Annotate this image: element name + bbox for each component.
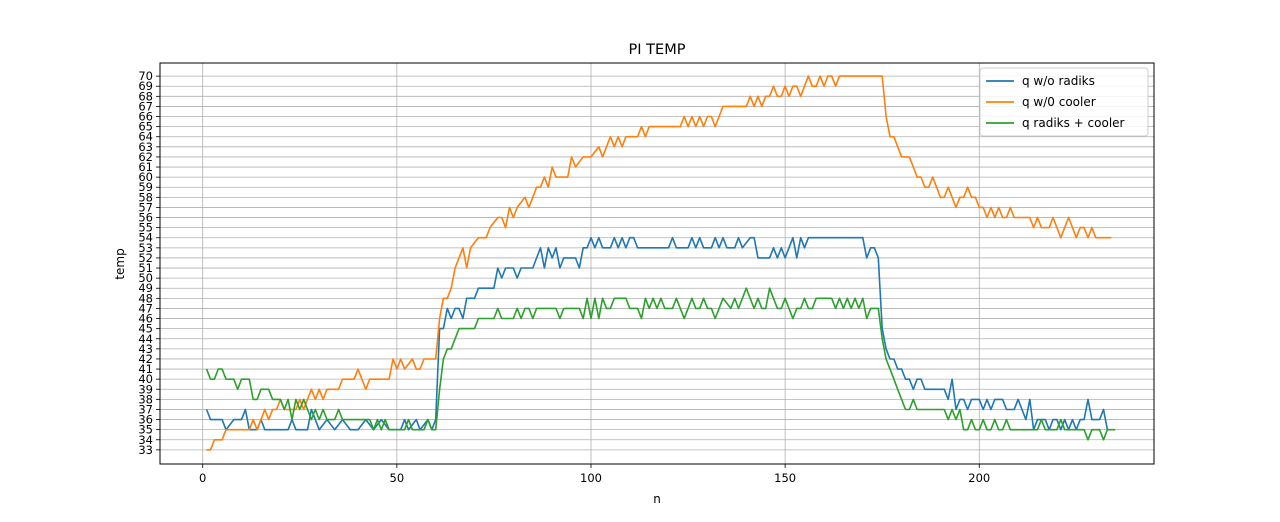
y-tick-label: 70 <box>138 69 153 83</box>
series-line-q-w-0-cooler <box>206 75 1112 451</box>
y-tick-label: 48 <box>138 291 153 305</box>
legend-box <box>979 67 1149 137</box>
y-tick-label: 53 <box>138 241 153 255</box>
y-tick-label: 52 <box>138 251 153 265</box>
y-tick-label: 68 <box>138 89 153 103</box>
y-tick-label: 37 <box>138 402 153 416</box>
y-tick-label: 62 <box>138 150 153 164</box>
y-tick-label: 49 <box>138 281 153 295</box>
x-tick-label: 200 <box>968 471 990 485</box>
y-tick-label: 66 <box>138 110 153 124</box>
y-tick-label: 60 <box>138 170 153 184</box>
y-tick-label: 42 <box>138 352 153 366</box>
series-line-q-w-o-radiks <box>205 236 1109 431</box>
legend-entry-label: q w/o radiks <box>1022 74 1095 88</box>
y-tick-label: 41 <box>138 362 153 376</box>
legend-entry-label: q w/0 cooler <box>1022 95 1096 109</box>
y-tick-label: 56 <box>138 211 153 225</box>
x-axis-ticks: 0 50 100 150 200 <box>199 464 990 485</box>
y-tick-label: 44 <box>138 332 153 346</box>
legend-entry-label: q radiks + cooler <box>1022 116 1125 130</box>
x-axis-label: n <box>653 492 661 506</box>
series-line-q-radiks-cooler <box>205 287 1116 441</box>
y-tick-label: 45 <box>138 322 153 336</box>
y-tick-label: 38 <box>138 392 153 406</box>
y-tick-label: 43 <box>138 342 153 356</box>
y-axis-ticks: 3334353637383940414243444546474849505152… <box>138 69 160 457</box>
chart-title: PI TEMP <box>629 42 686 58</box>
y-tick-label: 39 <box>138 382 153 396</box>
x-tick-label: 150 <box>774 471 796 485</box>
y-tick-label: 65 <box>138 120 153 134</box>
y-tick-label: 47 <box>138 301 153 315</box>
series-lines <box>205 75 1116 451</box>
x-tick-label: 100 <box>580 471 602 485</box>
y-tick-label: 33 <box>138 443 153 457</box>
y-tick-label: 59 <box>138 180 153 194</box>
y-tick-label: 57 <box>138 200 153 214</box>
y-tick-label: 58 <box>138 190 153 204</box>
y-tick-label: 69 <box>138 79 153 93</box>
y-tick-label: 34 <box>138 433 153 447</box>
x-tick-label: 50 <box>390 471 405 485</box>
y-tick-label: 55 <box>138 221 153 235</box>
y-tick-label: 64 <box>138 130 153 144</box>
y-tick-label: 54 <box>138 231 153 245</box>
y-tick-label: 36 <box>138 413 153 427</box>
y-tick-label: 61 <box>138 160 153 174</box>
y-tick-label: 51 <box>138 261 153 275</box>
legend: q w/o radiks q w/0 cooler q radiks + coole… <box>979 67 1149 137</box>
y-tick-label: 50 <box>138 271 153 285</box>
y-tick-label: 63 <box>138 140 153 154</box>
y-tick-label: 46 <box>138 312 153 326</box>
y-tick-label: 35 <box>138 423 153 437</box>
y-axis-label: temp <box>113 248 127 279</box>
y-tick-label: 40 <box>138 372 153 386</box>
plot-area-frame <box>159 62 1155 465</box>
y-tick-label: 67 <box>138 99 153 113</box>
x-tick-label: 0 <box>199 471 206 485</box>
